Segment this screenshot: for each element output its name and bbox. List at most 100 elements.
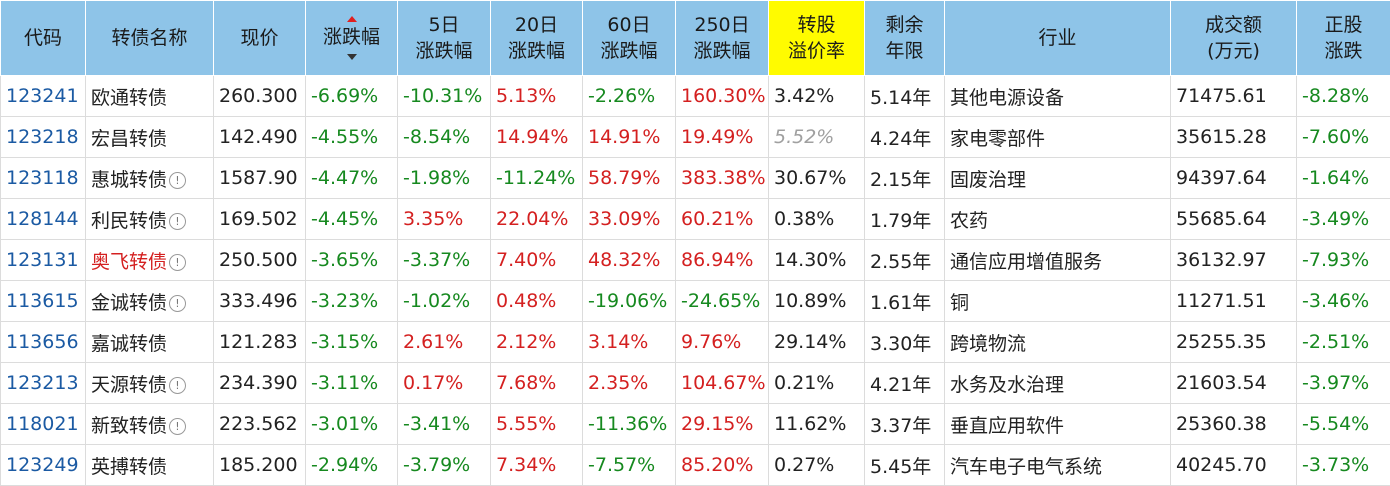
name-cell[interactable]: 欧通转债 [86, 76, 214, 117]
change-20d-cell: 2.12% [491, 322, 583, 363]
name-cell-text: 宏昌转债 [91, 128, 167, 150]
col-header-20d[interactable]: 20日涨跌幅 [491, 1, 583, 76]
name-cell-text: 惠城转债 [91, 169, 167, 191]
name-cell[interactable]: 天源转债! [86, 363, 214, 404]
change-250d-cell-text: 29.15% [681, 413, 753, 435]
industry-cell-text: 农药 [950, 210, 988, 232]
volume-cell: 25255.35 [1171, 322, 1297, 363]
code-cell[interactable]: 113656 [1, 322, 86, 363]
change-250d-cell: 104.67% [676, 363, 769, 404]
change-20d-cell-text: 0.48% [496, 290, 556, 312]
remain-years-cell-text: 5.14年 [870, 87, 931, 109]
premium-cell-text: 10.89% [774, 290, 846, 312]
change-60d-cell: -19.06% [583, 281, 676, 322]
info-icon[interactable]: ! [169, 295, 186, 312]
info-icon[interactable]: ! [169, 213, 186, 230]
volume-cell: 21603.54 [1171, 363, 1297, 404]
price-cell-text: 142.490 [219, 126, 298, 148]
change-cell-text: -4.47% [311, 167, 378, 189]
col-header-price[interactable]: 现价 [214, 1, 306, 76]
code-cell[interactable]: 123118 [1, 158, 86, 199]
name-cell-text: 奥飞转债 [91, 251, 167, 273]
code-cell[interactable]: 123213 [1, 363, 86, 404]
premium-cell-text: 0.38% [774, 208, 834, 230]
stock-change-cell: -7.93% [1297, 240, 1390, 281]
table-header-row: 代码 转债名称 现价 涨跌幅 5日涨跌幅 20日涨跌幅 60日涨跌幅 250日涨… [1, 1, 1390, 76]
price-cell-text: 333.496 [219, 290, 298, 312]
col-header-20d-line2: 涨跌幅 [508, 40, 565, 62]
stock-change-cell-text: -5.54% [1302, 413, 1369, 435]
change-60d-cell-text: 2.35% [588, 372, 648, 394]
col-header-change[interactable]: 涨跌幅 [306, 1, 398, 76]
price-cell: 169.502 [214, 199, 306, 240]
info-icon[interactable]: ! [169, 254, 186, 271]
col-header-250d[interactable]: 250日涨跌幅 [676, 1, 769, 76]
name-cell[interactable]: 奥飞转债! [86, 240, 214, 281]
change-5d-cell: 2.61% [398, 322, 491, 363]
remain-years-cell: 5.14年 [865, 76, 945, 117]
name-cell-text: 新致转债 [91, 415, 167, 437]
change-cell: -3.11% [306, 363, 398, 404]
name-cell[interactable]: 利民转债! [86, 199, 214, 240]
change-60d-cell-text: 48.32% [588, 249, 660, 271]
col-header-industry[interactable]: 行业 [945, 1, 1171, 76]
change-cell: -3.65% [306, 240, 398, 281]
premium-cell-text: 0.21% [774, 372, 834, 394]
stock-change-cell-text: -3.73% [1302, 454, 1369, 476]
col-header-volume[interactable]: 成交额(万元) [1171, 1, 1297, 76]
code-cell[interactable]: 113615 [1, 281, 86, 322]
code-cell[interactable]: 128144 [1, 199, 86, 240]
code-cell[interactable]: 123218 [1, 117, 86, 158]
col-header-5d[interactable]: 5日涨跌幅 [398, 1, 491, 76]
name-cell[interactable]: 宏昌转债 [86, 117, 214, 158]
col-header-remain[interactable]: 剩余年限 [865, 1, 945, 76]
change-5d-cell: 0.17% [398, 363, 491, 404]
premium-cell: 10.89% [769, 281, 865, 322]
change-cell-text: -3.65% [311, 249, 378, 271]
remain-years-cell: 2.55年 [865, 240, 945, 281]
name-cell[interactable]: 嘉诚转债 [86, 322, 214, 363]
change-250d-cell: 9.76% [676, 322, 769, 363]
col-header-name[interactable]: 转债名称 [86, 1, 214, 76]
name-cell[interactable]: 新致转债! [86, 404, 214, 445]
code-cell[interactable]: 123249 [1, 445, 86, 486]
stock-change-cell-text: -1.64% [1302, 167, 1369, 189]
premium-cell: 5.52% [769, 117, 865, 158]
code-cell[interactable]: 123131 [1, 240, 86, 281]
code-cell-text: 128144 [6, 208, 79, 230]
price-cell: 333.496 [214, 281, 306, 322]
col-header-premium[interactable]: 转股溢价率 [769, 1, 865, 76]
col-header-code[interactable]: 代码 [1, 1, 86, 76]
change-20d-cell: 5.13% [491, 76, 583, 117]
name-cell[interactable]: 金诚转债! [86, 281, 214, 322]
col-header-change-label: 涨跌幅 [323, 26, 380, 48]
volume-cell-text: 36132.97 [1176, 249, 1267, 271]
name-cell[interactable]: 英搏转债 [86, 445, 214, 486]
change-5d-cell-text: -8.54% [403, 126, 470, 148]
col-header-stock-change[interactable]: 正股涨跌 [1297, 1, 1390, 76]
price-cell-text: 234.390 [219, 372, 298, 394]
code-cell[interactable]: 118021 [1, 404, 86, 445]
change-5d-cell-text: -10.31% [403, 85, 482, 107]
code-cell[interactable]: 123241 [1, 76, 86, 117]
col-header-60d[interactable]: 60日涨跌幅 [583, 1, 676, 76]
name-cell[interactable]: 惠城转债! [86, 158, 214, 199]
info-icon[interactable]: ! [169, 377, 186, 394]
price-cell-text: 223.562 [219, 413, 298, 435]
info-icon[interactable]: ! [169, 172, 186, 189]
info-icon[interactable]: ! [169, 418, 186, 435]
change-cell: -4.55% [306, 117, 398, 158]
change-5d-cell: -3.37% [398, 240, 491, 281]
price-cell: 260.300 [214, 76, 306, 117]
